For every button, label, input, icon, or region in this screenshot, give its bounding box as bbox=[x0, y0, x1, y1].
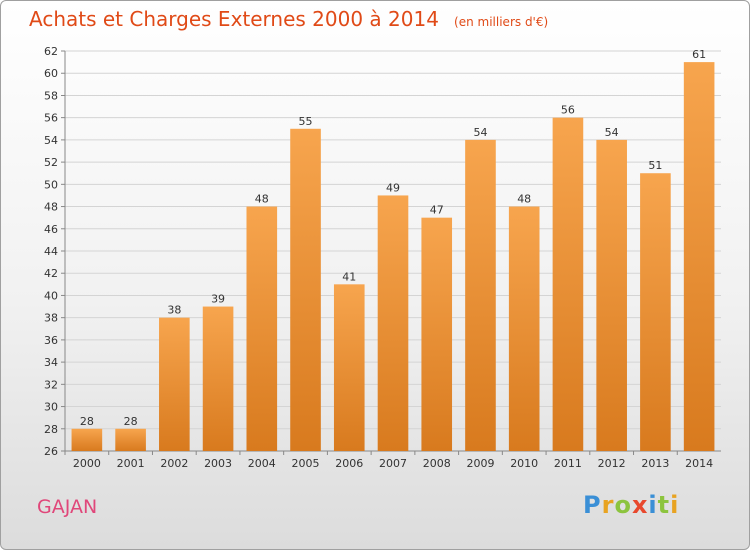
y-tick-label: 34 bbox=[44, 356, 58, 369]
bar bbox=[290, 128, 321, 451]
bar-value-label: 47 bbox=[430, 204, 444, 217]
chart-unit: (en milliers d'€) bbox=[454, 15, 549, 29]
x-tick-label: 2004 bbox=[248, 457, 276, 470]
y-tick-label: 50 bbox=[44, 178, 58, 191]
x-tick-label: 2014 bbox=[685, 457, 713, 470]
x-tick-label: 2002 bbox=[160, 457, 188, 470]
bar-value-label: 51 bbox=[648, 159, 662, 172]
bar-value-label: 39 bbox=[211, 293, 225, 306]
y-tick-label: 46 bbox=[44, 223, 58, 236]
x-tick-label: 2006 bbox=[335, 457, 363, 470]
bar bbox=[552, 117, 584, 452]
bar bbox=[159, 317, 190, 451]
bar-value-label: 41 bbox=[342, 270, 356, 283]
bar-value-label: 54 bbox=[473, 126, 487, 139]
axes: 26 28 30 32 34 36 38 40 42 44 46 48 50 52 54 56 58 60 62 20… bbox=[44, 45, 721, 470]
bar-value-label: 54 bbox=[605, 126, 619, 139]
y-tick-label: 54 bbox=[44, 134, 58, 147]
y-tick-label: 44 bbox=[44, 245, 58, 258]
bar-value-label: 56 bbox=[561, 104, 575, 117]
x-tick-label: 2013 bbox=[641, 457, 669, 470]
x-tick-label: 2008 bbox=[423, 457, 451, 470]
logo-letter: P bbox=[583, 491, 602, 519]
x-tick-label: 2010 bbox=[510, 457, 538, 470]
bar bbox=[421, 217, 453, 451]
y-tick-label: 48 bbox=[44, 201, 58, 214]
logo-letter: o bbox=[614, 491, 632, 519]
y-tick-label: 60 bbox=[44, 67, 58, 80]
logo-letter: x bbox=[631, 491, 649, 519]
y-tick-label: 38 bbox=[44, 312, 58, 325]
bar bbox=[202, 306, 234, 451]
y-tick-label: 56 bbox=[44, 112, 58, 125]
bar-value-label: 61 bbox=[692, 48, 706, 61]
commune-name: GAJAN bbox=[37, 496, 98, 518]
chart-title: Achats et Charges Externes 2000 à 2014 bbox=[29, 7, 439, 31]
bar-value-label: 28 bbox=[124, 415, 138, 428]
x-tick-label: 2005 bbox=[292, 457, 320, 470]
bar-value-label: 55 bbox=[299, 115, 313, 128]
y-tick-label: 42 bbox=[44, 267, 58, 280]
y-tick-label: 32 bbox=[44, 378, 58, 391]
data-labels: 28 28 38 39 48 55 41 49 47 54 48 56 54 51 61 bbox=[80, 48, 706, 428]
bar bbox=[377, 195, 409, 451]
bar-value-label: 48 bbox=[255, 193, 269, 206]
y-tick-label: 30 bbox=[44, 401, 58, 414]
x-tick-label: 2000 bbox=[73, 457, 101, 470]
logo-letter: r bbox=[601, 491, 615, 519]
bar-value-label: 49 bbox=[386, 181, 400, 194]
chart-header: Achats et Charges Externes 2000 à 2014 (… bbox=[29, 7, 548, 31]
bar bbox=[71, 428, 103, 451]
x-tick-label: 2011 bbox=[554, 457, 582, 470]
bar-value-label: 28 bbox=[80, 415, 94, 428]
logo-letter: i bbox=[670, 491, 680, 519]
y-tick-label: 58 bbox=[44, 89, 58, 102]
bar bbox=[465, 139, 496, 451]
bar bbox=[246, 206, 278, 451]
y-tick-label: 26 bbox=[44, 445, 58, 458]
logo-letter: i bbox=[648, 491, 658, 519]
x-tick-label: 2009 bbox=[466, 457, 494, 470]
logo-letter: t bbox=[657, 491, 671, 519]
y-tick-label: 62 bbox=[44, 45, 58, 58]
bar bbox=[333, 284, 365, 451]
x-tick-label: 2001 bbox=[117, 457, 145, 470]
y-tick-label: 36 bbox=[44, 334, 58, 347]
x-tick-label: 2007 bbox=[379, 457, 407, 470]
bar bbox=[508, 206, 540, 451]
bar bbox=[640, 173, 671, 451]
y-tick-label: 28 bbox=[44, 423, 58, 436]
bar bbox=[683, 62, 715, 451]
y-tick-label: 40 bbox=[44, 289, 58, 302]
bar bbox=[596, 139, 627, 451]
proxiti-logo: Proxiti bbox=[583, 491, 679, 519]
x-tick-label: 2003 bbox=[204, 457, 232, 470]
x-tick-label: 2012 bbox=[598, 457, 626, 470]
y-tick-label: 52 bbox=[44, 156, 58, 169]
bar-value-label: 38 bbox=[167, 304, 181, 317]
bar bbox=[115, 428, 146, 451]
bar-value-label: 48 bbox=[517, 193, 531, 206]
bars bbox=[71, 62, 715, 452]
